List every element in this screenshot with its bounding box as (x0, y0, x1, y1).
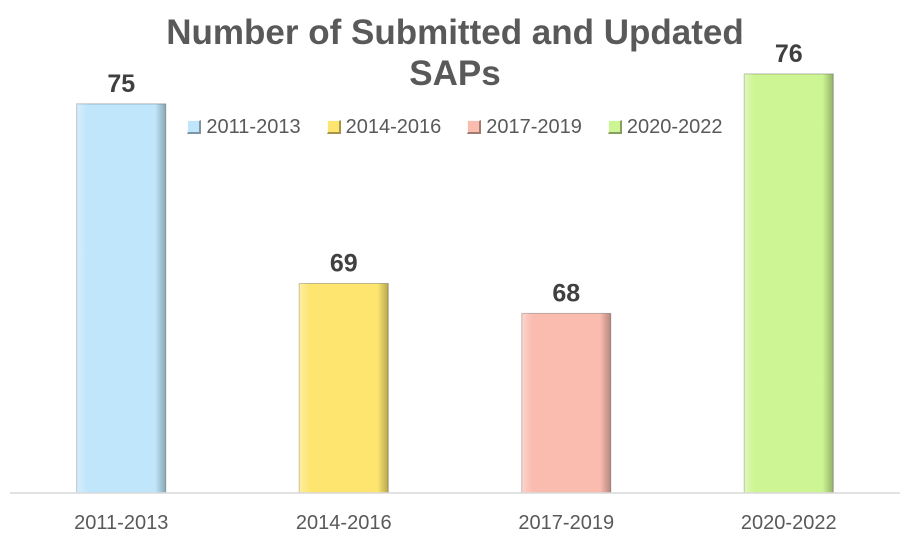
legend-item-2011-2013: 2011-2013 (187, 114, 301, 140)
x-tick-label-2020-2022: 2020-2022 (741, 512, 837, 534)
x-tick-label-2011-2013: 2011-2013 (74, 512, 168, 534)
bar-bevel-2020-2022 (744, 73, 834, 493)
data-label-2011-2013: 75 (107, 70, 135, 98)
legend-swatch-2017-2019 (467, 120, 482, 134)
chart-legend: 2011-2013 2014-2016 2017-2019 2020-2022 (0, 114, 910, 140)
data-label-2017-2019: 68 (552, 279, 580, 307)
x-tick-label-2014-2016: 2014-2016 (296, 512, 392, 534)
bars-group: 75 69 68 76 (76, 40, 834, 494)
legend-item-2014-2016: 2014-2016 (326, 114, 442, 140)
bar-bevel-2017-2019 (521, 313, 611, 493)
legend-swatch-2014-2016 (326, 120, 341, 134)
legend-label-2017-2019: 2017-2019 (486, 115, 582, 138)
bar-bevel-2011-2013 (76, 103, 166, 493)
chart-title: Number of Submitted and Updated SAPs (0, 12, 910, 94)
legend-item-2020-2022: 2020-2022 (607, 114, 723, 140)
bar-bevel-2014-2016 (299, 283, 389, 493)
x-tick-label-2017-2019: 2017-2019 (518, 512, 614, 534)
legend-label-2014-2016: 2014-2016 (345, 115, 442, 138)
legend-label-2020-2022: 2020-2022 (626, 115, 723, 138)
legend-swatch-2011-2013 (187, 120, 202, 134)
chart-title-line-2: SAPs (409, 54, 501, 93)
legend-swatch-2020-2022 (607, 120, 622, 134)
legend-item-2017-2019: 2017-2019 (467, 114, 582, 140)
chart-title-line-1: Number of Submitted and Updated (166, 13, 744, 52)
x-tick-labels: 2011-2013 2014-2016 2017-2019 2020-2022 (74, 512, 836, 534)
data-label-2020-2022: 76 (775, 40, 803, 68)
data-label-2014-2016: 69 (330, 249, 358, 277)
legend-label-2011-2013: 2011-2013 (206, 115, 301, 138)
